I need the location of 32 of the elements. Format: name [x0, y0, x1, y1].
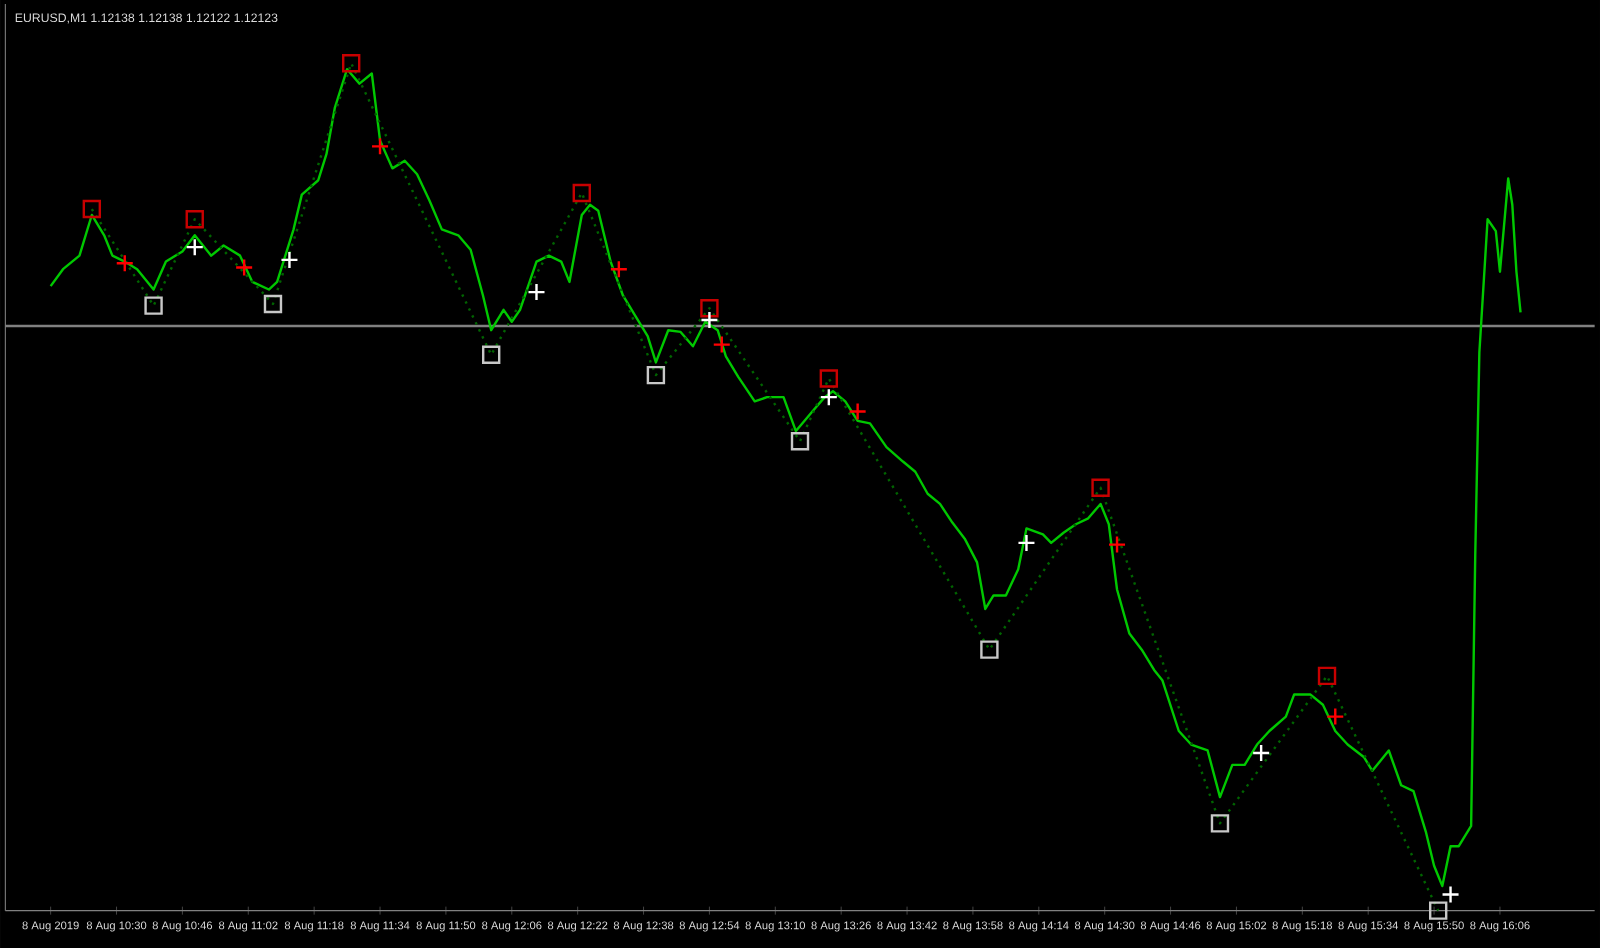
- point: [646, 365, 666, 385]
- point: [609, 260, 629, 279]
- point: [1091, 478, 1110, 498]
- point: [1326, 707, 1345, 726]
- point: [700, 298, 719, 318]
- point: [1210, 814, 1230, 833]
- point: [370, 137, 390, 156]
- point: [1429, 901, 1448, 920]
- point: [1251, 743, 1271, 763]
- point: [819, 369, 839, 388]
- point: [980, 640, 999, 659]
- point: [790, 432, 810, 451]
- point: [712, 335, 731, 354]
- point: [1317, 666, 1337, 686]
- point: [572, 183, 591, 203]
- point: [144, 296, 163, 315]
- point: [280, 250, 299, 270]
- point: [482, 345, 501, 364]
- point: [1107, 535, 1127, 554]
- point: [115, 254, 134, 273]
- point: [700, 310, 719, 330]
- point: [848, 402, 867, 421]
- point: [342, 54, 361, 73]
- point: [527, 282, 546, 302]
- point: [263, 294, 283, 314]
- point: [185, 210, 204, 229]
- point: [1017, 533, 1036, 553]
- point: [82, 199, 102, 219]
- point: [819, 387, 839, 407]
- point: [185, 237, 204, 257]
- point: [234, 258, 254, 277]
- point: [1441, 885, 1460, 904]
